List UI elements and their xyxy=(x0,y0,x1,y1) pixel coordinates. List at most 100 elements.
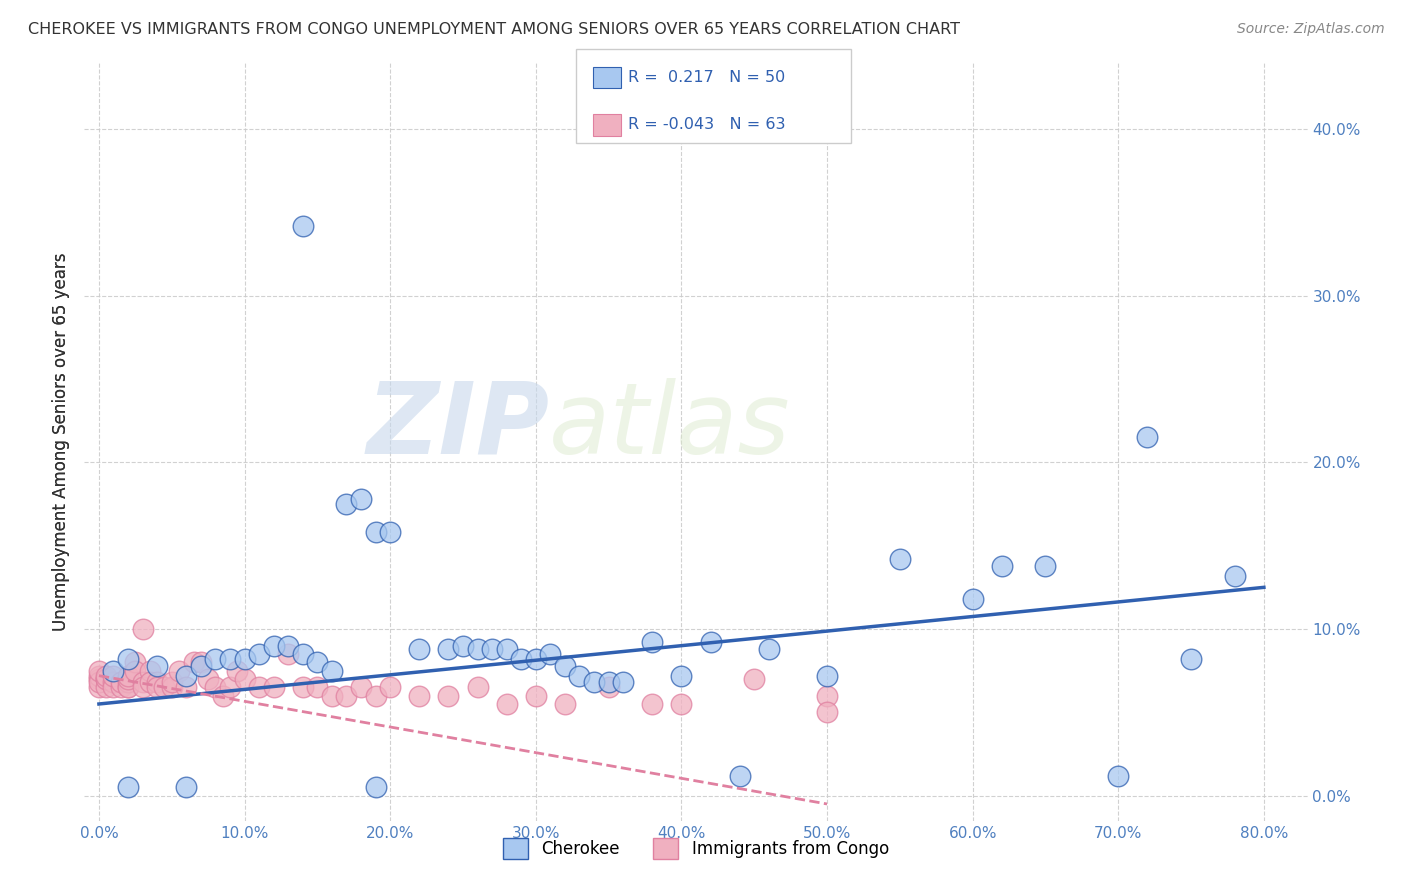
Point xyxy=(103,681,125,695)
Point xyxy=(160,681,183,695)
Point xyxy=(889,552,911,566)
Point xyxy=(87,668,110,682)
Point xyxy=(146,681,169,695)
Point xyxy=(437,689,460,703)
Point xyxy=(408,689,430,703)
Point xyxy=(524,652,547,666)
Point xyxy=(510,652,533,666)
Point xyxy=(583,675,606,690)
Point xyxy=(87,675,110,690)
Point xyxy=(364,689,387,703)
Point xyxy=(117,681,139,695)
Point xyxy=(1223,568,1246,582)
Point xyxy=(263,681,285,695)
Point xyxy=(117,780,139,795)
Text: CHEROKEE VS IMMIGRANTS FROM CONGO UNEMPLOYMENT AMONG SENIORS OVER 65 YEARS CORRE: CHEROKEE VS IMMIGRANTS FROM CONGO UNEMPL… xyxy=(28,22,960,37)
Point xyxy=(219,652,242,666)
Point xyxy=(815,668,838,682)
Point xyxy=(110,681,132,695)
Point xyxy=(174,780,197,795)
Point xyxy=(117,681,139,695)
Point xyxy=(124,656,146,670)
Point xyxy=(1180,652,1202,666)
Point xyxy=(815,706,838,720)
Legend: Cherokee, Immigrants from Congo: Cherokee, Immigrants from Congo xyxy=(496,831,896,865)
Point xyxy=(226,664,249,678)
Point xyxy=(247,681,270,695)
Point xyxy=(247,647,270,661)
Point xyxy=(350,491,373,506)
Point xyxy=(211,689,233,703)
Point xyxy=(1136,430,1159,444)
Point xyxy=(190,656,212,670)
Point xyxy=(598,675,620,690)
Point xyxy=(291,219,314,233)
Point xyxy=(277,647,299,661)
Point xyxy=(364,525,387,540)
Point xyxy=(598,681,620,695)
Point xyxy=(467,642,489,657)
Point xyxy=(538,647,561,661)
Y-axis label: Unemployment Among Seniors over 65 years: Unemployment Among Seniors over 65 years xyxy=(52,252,70,631)
Point xyxy=(277,639,299,653)
Point xyxy=(815,689,838,703)
Point xyxy=(139,675,162,690)
Point xyxy=(110,675,132,690)
Point xyxy=(524,689,547,703)
Point xyxy=(263,639,285,653)
Point xyxy=(96,672,118,686)
Point xyxy=(321,664,343,678)
Point xyxy=(364,780,387,795)
Point xyxy=(671,697,693,711)
Point xyxy=(641,697,664,711)
Point xyxy=(87,672,110,686)
Point xyxy=(1035,558,1057,573)
Point xyxy=(335,689,357,703)
Point xyxy=(233,652,256,666)
Point xyxy=(117,668,139,682)
Point xyxy=(103,668,125,682)
Point xyxy=(307,656,329,670)
Point xyxy=(728,769,751,783)
Point xyxy=(146,675,169,690)
Point xyxy=(103,664,125,678)
Point xyxy=(117,652,139,666)
Point xyxy=(139,664,162,678)
Point xyxy=(291,681,314,695)
Point xyxy=(408,642,430,657)
Text: atlas: atlas xyxy=(550,378,790,475)
Point xyxy=(153,681,176,695)
Point xyxy=(554,658,576,673)
Point xyxy=(204,652,226,666)
Point xyxy=(554,697,576,711)
Point xyxy=(758,642,780,657)
Point xyxy=(307,681,329,695)
Point xyxy=(350,681,373,695)
Point xyxy=(124,664,146,678)
Point xyxy=(321,689,343,703)
Point xyxy=(167,664,190,678)
Y-axis label: Unemployment Among Seniors over 65 years: Unemployment Among Seniors over 65 years xyxy=(52,252,70,631)
Point xyxy=(96,681,118,695)
Point xyxy=(233,672,256,686)
Point xyxy=(991,558,1014,573)
Text: R = -0.043   N = 63: R = -0.043 N = 63 xyxy=(628,118,786,132)
Point xyxy=(190,658,212,673)
Point xyxy=(87,664,110,678)
Point xyxy=(641,635,664,649)
Point xyxy=(160,675,183,690)
Point xyxy=(174,668,197,682)
Point xyxy=(174,681,197,695)
Point xyxy=(117,672,139,686)
Point xyxy=(219,681,242,695)
Point xyxy=(380,525,402,540)
Point xyxy=(495,697,517,711)
Point xyxy=(87,681,110,695)
Point xyxy=(699,635,721,649)
Point xyxy=(197,672,219,686)
Point xyxy=(467,681,489,695)
Point xyxy=(495,642,517,657)
Point xyxy=(117,675,139,690)
Text: R =  0.217   N = 50: R = 0.217 N = 50 xyxy=(628,70,786,85)
Point xyxy=(146,658,169,673)
